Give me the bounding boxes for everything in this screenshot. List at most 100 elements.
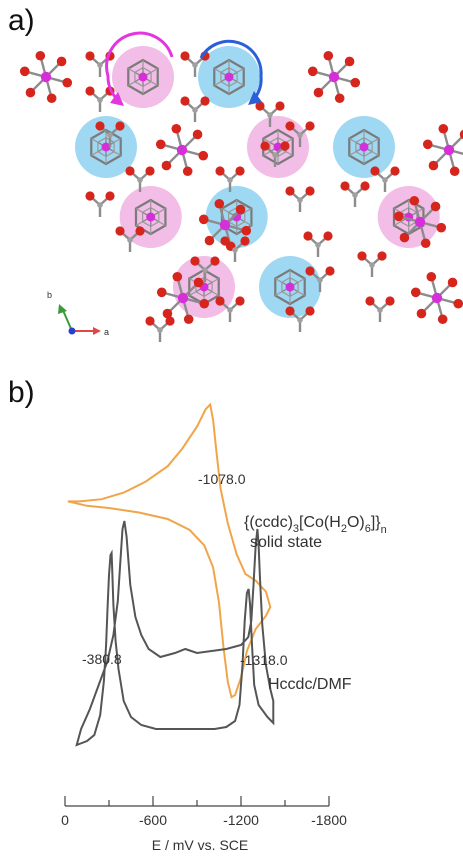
oxygen-atom	[260, 141, 270, 151]
carbon-atom	[97, 62, 103, 68]
oxygen-atom	[214, 198, 225, 209]
oxygen-atom	[449, 166, 460, 177]
oxygen-atom	[305, 121, 315, 131]
oxygen-atom	[285, 186, 295, 196]
carbon-atom	[297, 197, 303, 203]
oxygen-atom	[420, 238, 431, 249]
oxygen-atom	[85, 51, 95, 61]
carbon-atom	[377, 307, 383, 313]
oxygen-atom	[390, 166, 400, 176]
oxygen-atom	[459, 129, 463, 139]
oxygen-atom	[235, 296, 245, 306]
oxygen-atom	[204, 235, 215, 246]
oxygen-atom	[410, 287, 421, 298]
carbon-atom	[227, 307, 233, 313]
oxygen-atom	[192, 129, 203, 140]
pink-rotation-arrow	[105, 31, 174, 102]
carbon-atom	[192, 107, 198, 113]
carbon-atom	[297, 317, 303, 323]
oxygen-atom	[303, 231, 313, 241]
carborane-cage	[134, 198, 167, 236]
x-tick-label: -1200	[223, 812, 259, 828]
oxygen-atom	[155, 139, 166, 150]
oxygen-atom	[165, 316, 175, 326]
dmf-cv-trace	[75, 520, 275, 747]
oxygen-atom	[350, 77, 361, 88]
oxygen-atom	[323, 231, 333, 241]
oxygen-atom	[161, 160, 172, 171]
cage-center-atom	[138, 72, 148, 82]
oxygen-atom	[323, 50, 334, 61]
rotation-arrows	[105, 31, 263, 106]
cobalt-atom	[431, 292, 443, 304]
oxygen-atom	[436, 222, 447, 233]
oxygen-atom	[19, 66, 30, 77]
oxygen-atom	[183, 314, 194, 325]
oxygen-atom	[430, 201, 441, 212]
cobalt-atom	[219, 219, 231, 231]
oxygen-atom	[360, 181, 370, 191]
oxygen-atom	[422, 139, 433, 150]
carbon-atom	[232, 247, 238, 253]
cobalt-atom	[176, 144, 188, 156]
x-tick-label: 0	[61, 812, 69, 828]
oxygen-atom	[56, 56, 67, 67]
cobalt-atom	[177, 292, 189, 304]
carbon-atom	[297, 132, 303, 138]
oxygen-atom	[125, 166, 135, 176]
carborane-cage	[213, 58, 245, 96]
b-axis-arrowhead	[58, 304, 67, 314]
oxygen-atom	[95, 121, 105, 131]
crystal-axes-indicator: b a	[47, 290, 109, 337]
carborane-cage	[348, 128, 380, 166]
oxygen-atom	[365, 296, 375, 306]
oxygen-atom	[334, 93, 345, 104]
carbon-atom	[127, 237, 133, 243]
oxygen-atom	[370, 166, 380, 176]
carbon-atom	[352, 192, 358, 198]
oxygen-atom	[437, 314, 448, 325]
oxygen-atom	[215, 296, 225, 306]
oxygen-atom	[235, 166, 245, 176]
carbon-atom	[369, 262, 375, 268]
oxygen-atom	[305, 186, 315, 196]
oxygen-atom	[198, 214, 209, 225]
dmf-peak-label-1: -380.8	[82, 651, 122, 667]
oxygen-atom	[453, 298, 463, 309]
solid-state-cv-trace	[67, 402, 272, 699]
oxygen-atom	[171, 123, 182, 134]
oxygen-atom	[305, 266, 315, 276]
solid-state-peak-label: -1078.0	[198, 471, 246, 487]
oxygen-atom	[162, 308, 173, 319]
oxygen-atom	[357, 251, 367, 261]
carbon-atom	[107, 132, 113, 138]
c-axis-dot	[68, 327, 76, 335]
cobalt-atom	[328, 71, 340, 83]
oxygen-atom	[105, 191, 115, 201]
oxygen-atom	[156, 287, 167, 298]
solid-state-legend-line2: solid state	[250, 534, 322, 551]
atoms	[19, 50, 463, 333]
a-axis-label: a	[104, 327, 109, 337]
cluster-discs	[75, 46, 440, 318]
oxygen-atom	[220, 236, 230, 246]
dmf-peak-label-2: -1318.0	[240, 652, 288, 668]
a-axis-arrowhead	[93, 327, 101, 335]
oxygen-atom	[200, 96, 210, 106]
oxygen-atom	[305, 306, 315, 316]
x-axis-title: E / mV vs. SCE	[152, 837, 248, 853]
oxygen-atom	[255, 101, 265, 111]
oxygen-atom	[280, 141, 290, 151]
oxygen-atom	[193, 277, 204, 288]
x-axis-ticks: 0 -600 -1200 -1800	[61, 796, 347, 828]
carbon-atom	[267, 112, 273, 118]
oxygen-atom	[325, 266, 335, 276]
oxygen-atom	[447, 277, 458, 288]
carbon-atom	[202, 267, 208, 273]
carborane-cage	[262, 128, 294, 166]
oxygen-atom	[85, 86, 95, 96]
oxygen-atom	[85, 191, 95, 201]
oxygen-atom	[393, 211, 404, 222]
carbon-atom	[317, 277, 323, 283]
